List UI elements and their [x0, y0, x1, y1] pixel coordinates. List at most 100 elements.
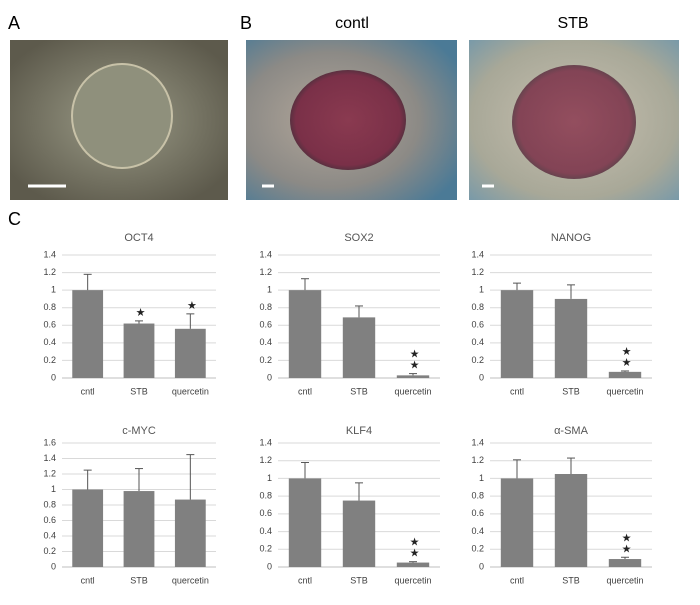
y-tick-label: 0.6	[259, 320, 272, 330]
x-tick-label: cntl	[298, 575, 312, 585]
x-tick-label: quercetin	[606, 386, 643, 396]
y-tick-label: 0.8	[471, 491, 484, 501]
x-tick-label: STB	[350, 386, 368, 396]
y-tick-label: 0.8	[259, 302, 272, 312]
y-tick-label: 1.4	[259, 249, 272, 259]
y-tick-label: 1.2	[43, 267, 56, 277]
y-tick-label: 0.6	[471, 508, 484, 518]
y-tick-label: 0.4	[43, 337, 56, 347]
y-tick-label: 0.2	[259, 544, 272, 554]
x-tick-label: quercetin	[606, 575, 643, 585]
y-tick-label: 0	[267, 372, 272, 382]
bar	[72, 290, 104, 378]
bar	[174, 328, 206, 378]
bar	[500, 478, 534, 567]
x-tick-label: quercetin	[394, 386, 431, 396]
chart-title: NANOG	[551, 232, 591, 244]
image-title: STB	[557, 15, 588, 32]
significance-marker: ★★	[620, 531, 632, 553]
y-tick-label: 1.6	[43, 437, 56, 447]
chart-title: α-SMA	[554, 425, 589, 437]
x-tick-label: quercetin	[394, 575, 431, 585]
y-tick-label: 1.2	[471, 267, 484, 277]
panel-label: B	[240, 13, 252, 33]
y-tick-label: 0.6	[43, 320, 56, 330]
y-tick-label: 1.4	[43, 453, 56, 463]
x-tick-label: STB	[130, 386, 148, 396]
y-tick-label: 1.2	[259, 455, 272, 465]
y-tick-label: 1.2	[471, 455, 484, 465]
y-tick-label: 0.2	[43, 546, 56, 556]
y-tick-label: 0	[51, 561, 56, 571]
chart-title: c-MYC	[122, 425, 156, 437]
y-tick-label: 0.2	[471, 355, 484, 365]
y-tick-label: 0	[479, 561, 484, 571]
x-tick-label: quercetin	[172, 575, 209, 585]
micrograph	[246, 40, 457, 200]
y-tick-label: 1.2	[43, 468, 56, 478]
y-tick-label: 1.4	[471, 437, 484, 447]
y-tick-label: 0	[51, 372, 56, 382]
significance-marker: ★★	[408, 348, 420, 370]
y-tick-label: 0.8	[471, 302, 484, 312]
y-tick-label: 0.2	[471, 544, 484, 554]
image-title: contl	[335, 15, 369, 32]
micrograph	[469, 40, 679, 200]
bar	[554, 298, 588, 378]
y-tick-label: 0	[267, 561, 272, 571]
bar	[608, 559, 642, 567]
y-tick-label: 0	[479, 372, 484, 382]
bar	[123, 323, 155, 378]
micrograph	[10, 40, 228, 200]
y-tick-label: 0.8	[43, 302, 56, 312]
y-tick-label: 0.8	[43, 499, 56, 509]
bar	[342, 317, 376, 378]
y-tick-label: 0.4	[259, 526, 272, 536]
y-tick-label: 0.6	[43, 515, 56, 525]
significance-marker: ★	[185, 299, 197, 310]
bar	[396, 375, 430, 378]
bar	[288, 478, 322, 567]
panel-label: C	[8, 209, 21, 229]
x-tick-label: cntl	[81, 386, 95, 396]
y-tick-label: 1	[479, 473, 484, 483]
y-tick-label: 0.8	[259, 491, 272, 501]
significance-marker: ★	[134, 306, 146, 317]
y-tick-label: 1.4	[471, 249, 484, 259]
y-tick-label: 0.2	[43, 355, 56, 365]
bar	[608, 371, 642, 378]
x-tick-label: cntl	[81, 575, 95, 585]
y-tick-label: 1.4	[259, 437, 272, 447]
chart-title: KLF4	[346, 425, 372, 437]
bar	[174, 499, 206, 567]
y-tick-label: 1.4	[43, 249, 56, 259]
bar	[554, 474, 588, 567]
chart-title: SOX2	[344, 232, 373, 244]
x-tick-label: STB	[562, 575, 580, 585]
chart-title: OCT4	[124, 232, 153, 244]
y-tick-label: 1	[51, 285, 56, 295]
y-tick-label: 1	[267, 473, 272, 483]
bar	[500, 290, 534, 378]
x-tick-label: STB	[130, 575, 148, 585]
bar	[72, 489, 104, 567]
x-tick-label: STB	[562, 386, 580, 396]
bar	[288, 290, 322, 378]
bar	[342, 500, 376, 567]
y-tick-label: 0.6	[471, 320, 484, 330]
y-tick-label: 1	[479, 285, 484, 295]
x-tick-label: cntl	[298, 386, 312, 396]
x-tick-label: quercetin	[172, 386, 209, 396]
y-tick-label: 0.4	[471, 337, 484, 347]
x-tick-label: cntl	[510, 386, 524, 396]
significance-marker: ★★	[408, 536, 420, 558]
y-tick-label: 1.2	[259, 267, 272, 277]
y-tick-label: 0.4	[43, 530, 56, 540]
y-tick-label: 0.4	[471, 526, 484, 536]
bar	[123, 491, 155, 567]
significance-marker: ★★	[620, 345, 632, 367]
bar	[396, 562, 430, 567]
y-tick-label: 0.6	[259, 508, 272, 518]
x-tick-label: STB	[350, 575, 368, 585]
